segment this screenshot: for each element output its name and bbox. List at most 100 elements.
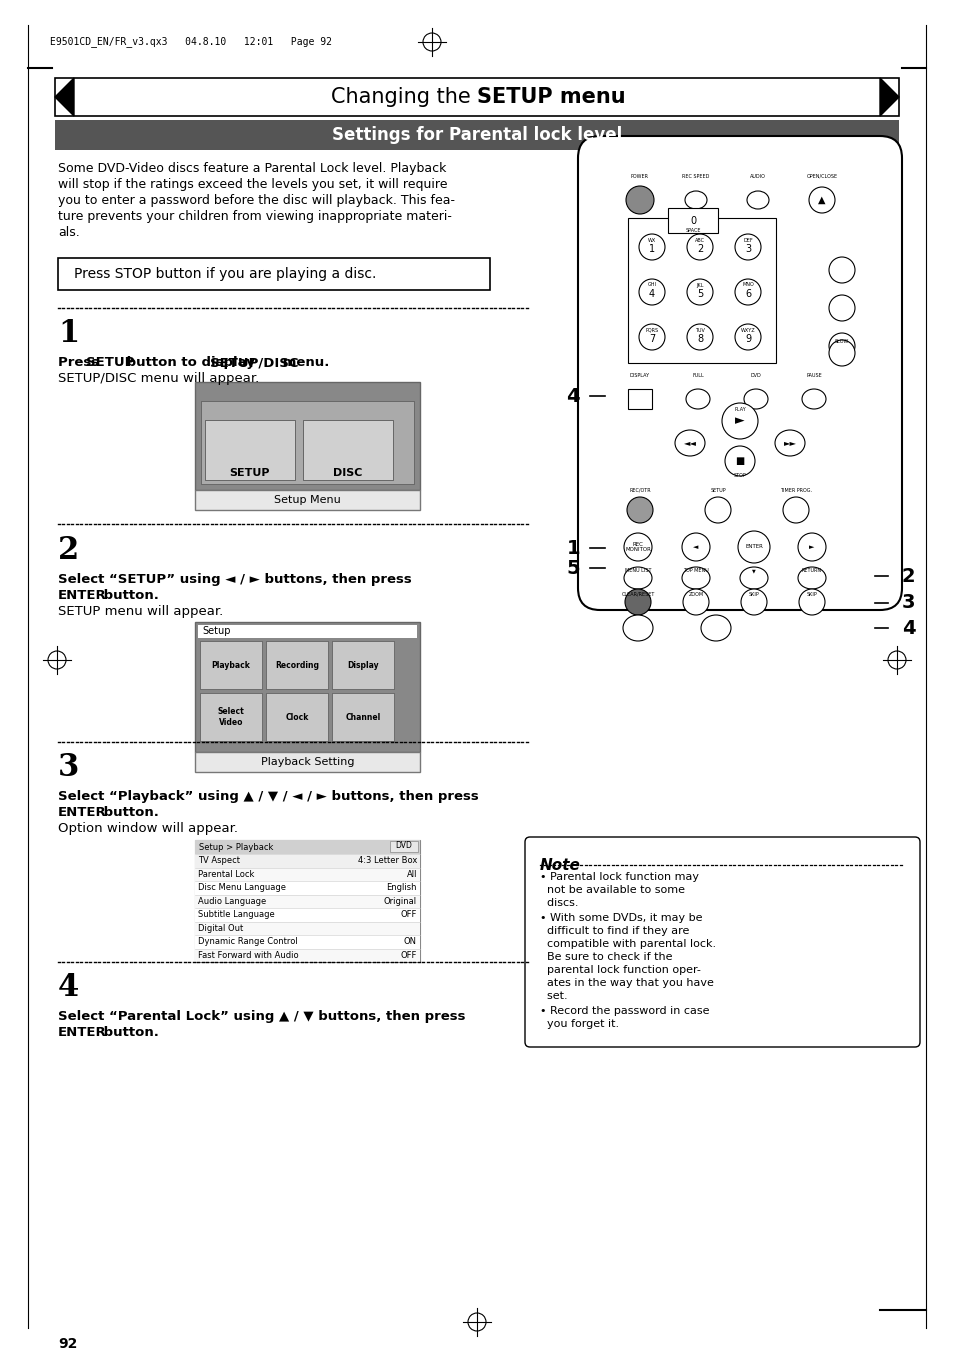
Text: Note: Note xyxy=(539,858,580,873)
Text: TUV: TUV xyxy=(695,327,704,332)
Ellipse shape xyxy=(801,389,825,409)
Text: Be sure to check if the: Be sure to check if the xyxy=(539,952,672,962)
Text: ON: ON xyxy=(403,938,416,946)
FancyBboxPatch shape xyxy=(194,621,419,753)
FancyBboxPatch shape xyxy=(303,420,393,480)
Text: ◄◄: ◄◄ xyxy=(682,439,696,447)
Text: Channel: Channel xyxy=(345,712,380,721)
Ellipse shape xyxy=(684,190,706,209)
Text: button.: button. xyxy=(99,807,159,819)
Text: menu.: menu. xyxy=(277,357,329,369)
Text: DVD: DVD xyxy=(395,842,412,851)
FancyBboxPatch shape xyxy=(194,854,419,867)
Text: PAUSE: PAUSE xyxy=(805,373,821,378)
Text: will stop if the ratings exceed the levels you set, it will require: will stop if the ratings exceed the leve… xyxy=(58,178,447,190)
Text: WX: WX xyxy=(647,238,656,242)
Polygon shape xyxy=(55,78,74,116)
Circle shape xyxy=(721,403,758,439)
FancyBboxPatch shape xyxy=(194,840,419,854)
FancyBboxPatch shape xyxy=(332,640,394,689)
Circle shape xyxy=(734,280,760,305)
FancyBboxPatch shape xyxy=(58,258,490,290)
Text: 1: 1 xyxy=(648,245,655,254)
Text: ENTER: ENTER xyxy=(58,589,107,603)
Circle shape xyxy=(724,446,754,476)
Polygon shape xyxy=(879,78,898,116)
Text: compatible with parental lock.: compatible with parental lock. xyxy=(539,939,716,948)
Text: Dynamic Range Control: Dynamic Range Control xyxy=(198,938,297,946)
Text: • Parental lock function may: • Parental lock function may xyxy=(539,871,699,882)
Text: SETUP: SETUP xyxy=(86,357,134,369)
FancyBboxPatch shape xyxy=(194,382,419,490)
Text: ►: ► xyxy=(808,544,814,550)
Circle shape xyxy=(686,280,712,305)
Text: ▲: ▲ xyxy=(818,195,825,205)
FancyBboxPatch shape xyxy=(194,753,419,771)
Text: TIMER PROG.: TIMER PROG. xyxy=(780,488,811,493)
Ellipse shape xyxy=(740,567,767,589)
Text: Option window will appear.: Option window will appear. xyxy=(58,821,237,835)
Text: 2: 2 xyxy=(901,566,915,585)
Text: PQRS: PQRS xyxy=(645,327,658,332)
Text: Display: Display xyxy=(347,661,378,670)
Ellipse shape xyxy=(746,190,768,209)
Circle shape xyxy=(625,186,654,213)
Text: GHI: GHI xyxy=(647,282,656,288)
Text: you to enter a password before the disc will playback. This fea-: you to enter a password before the disc … xyxy=(58,195,455,207)
FancyBboxPatch shape xyxy=(578,136,901,611)
Text: 3: 3 xyxy=(901,593,915,612)
Text: AUDIO: AUDIO xyxy=(749,174,765,178)
Text: TV Aspect: TV Aspect xyxy=(198,857,240,865)
Text: DEF: DEF xyxy=(742,238,752,242)
FancyBboxPatch shape xyxy=(194,948,419,962)
Text: Setup: Setup xyxy=(202,626,231,636)
Circle shape xyxy=(799,589,824,615)
Text: English: English xyxy=(386,884,416,892)
Text: POWER: POWER xyxy=(630,174,648,178)
Text: CLEAR/RESET: CLEAR/RESET xyxy=(620,592,654,597)
Text: 1: 1 xyxy=(58,317,79,349)
Text: Original: Original xyxy=(383,897,416,905)
Text: 0: 0 xyxy=(689,216,696,226)
Text: OFF: OFF xyxy=(400,911,416,919)
FancyBboxPatch shape xyxy=(194,881,419,894)
Ellipse shape xyxy=(681,567,709,589)
Text: discs.: discs. xyxy=(539,898,578,908)
Text: 4: 4 xyxy=(648,289,655,299)
Text: Changing the: Changing the xyxy=(331,86,476,107)
Text: ture prevents your children from viewing inappropriate materi-: ture prevents your children from viewing… xyxy=(58,209,452,223)
Text: TOP MENU: TOP MENU xyxy=(682,567,708,573)
Text: Parental Lock: Parental Lock xyxy=(198,870,254,878)
Text: ▼: ▼ xyxy=(751,567,755,573)
Text: 5: 5 xyxy=(566,558,579,577)
Text: ►►: ►► xyxy=(782,439,796,447)
FancyBboxPatch shape xyxy=(266,693,328,740)
Text: parental lock function oper-: parental lock function oper- xyxy=(539,965,700,975)
Circle shape xyxy=(808,186,834,213)
Text: 4: 4 xyxy=(58,971,79,1002)
Text: ABC: ABC xyxy=(695,238,704,242)
Text: 3: 3 xyxy=(58,753,79,784)
Text: • With some DVDs, it may be: • With some DVDs, it may be xyxy=(539,913,701,923)
Ellipse shape xyxy=(774,430,804,457)
Circle shape xyxy=(624,589,650,615)
Text: PLAY: PLAY xyxy=(734,407,745,412)
Text: OPEN/CLOSE: OPEN/CLOSE xyxy=(805,174,837,178)
Text: SETUP/DISC menu will appear.: SETUP/DISC menu will appear. xyxy=(58,372,259,385)
Text: ENTER: ENTER xyxy=(58,1025,107,1039)
Text: DVD: DVD xyxy=(750,373,760,378)
Text: 1: 1 xyxy=(566,539,579,558)
Text: DISPLAY: DISPLAY xyxy=(629,373,649,378)
Circle shape xyxy=(682,589,708,615)
Text: Press STOP button if you are playing a disc.: Press STOP button if you are playing a d… xyxy=(74,267,376,281)
Text: REC
MONITOR: REC MONITOR xyxy=(624,542,650,553)
Text: 3: 3 xyxy=(744,245,750,254)
Text: ates in the way that you have: ates in the way that you have xyxy=(539,978,713,988)
Text: Playback: Playback xyxy=(212,661,251,670)
Text: WXYZ: WXYZ xyxy=(740,327,755,332)
Text: DISC: DISC xyxy=(333,467,362,478)
Text: RETURN: RETURN xyxy=(801,567,821,573)
FancyBboxPatch shape xyxy=(524,838,919,1047)
Text: Setup > Playback: Setup > Playback xyxy=(199,843,274,851)
Circle shape xyxy=(740,589,766,615)
